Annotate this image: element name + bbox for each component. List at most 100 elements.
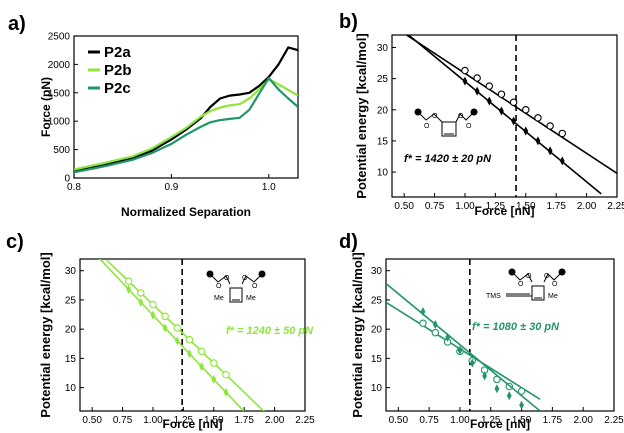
data-point-diamond [462, 76, 468, 86]
x-tick-label: 1.00 [143, 415, 163, 426]
cyclobutene-ring [531, 285, 545, 301]
atom-label: O [242, 275, 248, 282]
x-axis-label: Force [nN] [475, 204, 535, 218]
data-point-circle [485, 82, 494, 90]
y-tick-label: 15 [377, 136, 389, 147]
data-point-diamond [174, 336, 180, 346]
y-tick-label: 25 [65, 295, 77, 306]
data-point-diamond [499, 106, 504, 116]
y-tick-label: 25 [377, 74, 389, 85]
y-tick-label: 30 [377, 43, 389, 54]
y-tick-label: 30 [65, 266, 77, 277]
y-tick-label: 2000 [48, 60, 71, 71]
plot-frame [391, 34, 618, 198]
fit-line [98, 259, 245, 411]
atom-label: O [526, 273, 532, 280]
fit-line [405, 35, 617, 174]
x-tick-label: 1.0 [262, 182, 276, 193]
atom-label: Me [214, 295, 224, 302]
y-tick-label: 10 [371, 383, 383, 394]
atom-label: O [216, 283, 222, 290]
data-point-diamond [511, 116, 517, 126]
data-point-circle [517, 387, 526, 395]
x-axis-label: Force [nN] [163, 417, 223, 431]
series-line-P2c [74, 76, 298, 174]
bond [417, 111, 443, 123]
data-point-diamond [457, 345, 463, 355]
x-axis-label: Force [nN] [470, 417, 530, 431]
data-point-circle [173, 324, 182, 332]
atom-label: O [518, 281, 524, 288]
molecule-structure: OO OO [414, 108, 478, 137]
data-point-circle [558, 129, 567, 138]
x-tick-label: 1.50 [204, 415, 224, 426]
x-tick-label: 2.25 [295, 415, 315, 426]
y-tick-label: 20 [65, 325, 77, 336]
x-tick-label: 1.00 [450, 415, 470, 426]
atom-label: Me [548, 293, 558, 300]
x-tick-label: 2.00 [573, 415, 593, 426]
x-tick-label: 0.75 [425, 201, 445, 212]
legend-label: P2a [104, 44, 131, 61]
atom-label: Me [246, 295, 256, 302]
y-tick-label: 15 [371, 354, 383, 365]
y-tick-label: 30 [371, 266, 383, 277]
data-point-diamond [547, 146, 553, 156]
data-point-diamond [494, 384, 500, 394]
data-point-circle [124, 277, 133, 285]
y-tick-label: 500 [53, 145, 70, 156]
data-point-circle [431, 328, 440, 337]
data-point-diamond [211, 374, 217, 384]
atom-label: O [544, 273, 550, 280]
x-tick-label: 0.9 [164, 182, 178, 193]
panel-label: b) [339, 11, 358, 33]
annotation-text: f* = 1240 ± 50 pN [226, 325, 314, 337]
data-point-diamond [535, 136, 541, 146]
panel-label: d) [339, 231, 358, 253]
x-tick-label: 2.25 [607, 201, 624, 212]
legend-label: P2b [104, 62, 132, 79]
y-tick-label: 10 [377, 168, 389, 179]
x-tick-label: 0.50 [82, 415, 102, 426]
data-point-circle [185, 335, 194, 344]
atom-label: TMS [486, 293, 501, 300]
data-point-circle [509, 98, 518, 107]
x-tick-label: 0.75 [419, 415, 439, 426]
data-point-diamond [469, 358, 475, 368]
plot-frame [79, 258, 306, 412]
annotation-text: f* = 1080 ± 30 pN [472, 321, 560, 333]
data-point-circle [222, 371, 230, 379]
data-point-diamond [432, 319, 438, 329]
atom-label: O [252, 283, 258, 290]
data-point-circle [461, 66, 469, 75]
y-tick-label: 20 [371, 325, 383, 336]
y-axis-label: Force (pN) [39, 77, 53, 137]
data-point-diamond [162, 323, 168, 333]
data-point-diamond [223, 387, 229, 397]
y-axis-label: Potential energy [kcal/mol] [38, 252, 53, 417]
data-point-circle [522, 106, 530, 114]
y-tick-label: 20 [377, 105, 389, 116]
series-line-P2a [74, 46, 298, 173]
x-tick-label: 1.50 [512, 415, 532, 426]
data-point-circle [546, 122, 554, 130]
data-point-diamond [126, 284, 132, 294]
data-point-diamond [482, 371, 487, 381]
y-tick-label: 1500 [48, 88, 71, 99]
plot-frame [385, 258, 615, 412]
panel-b: 0.50 0.75 1.00 1.25 1.50 1.75 2.00 2.25 10 15 20 25… [339, 11, 624, 218]
bond [511, 271, 533, 283]
x-tick-label: 1.25 [174, 415, 194, 426]
data-point-diamond [523, 126, 529, 136]
x-tick-label: 0.50 [389, 415, 409, 426]
data-point-diamond [138, 297, 144, 307]
y-axis-label: Potential energy [kcal/mol] [354, 33, 369, 198]
y-tick-label: 15 [65, 354, 77, 365]
data-point-circle [473, 74, 481, 82]
bond [241, 273, 263, 285]
atom-label: O [552, 281, 558, 288]
x-tick-label: 1.75 [543, 415, 563, 426]
data-point-circle [534, 114, 542, 122]
